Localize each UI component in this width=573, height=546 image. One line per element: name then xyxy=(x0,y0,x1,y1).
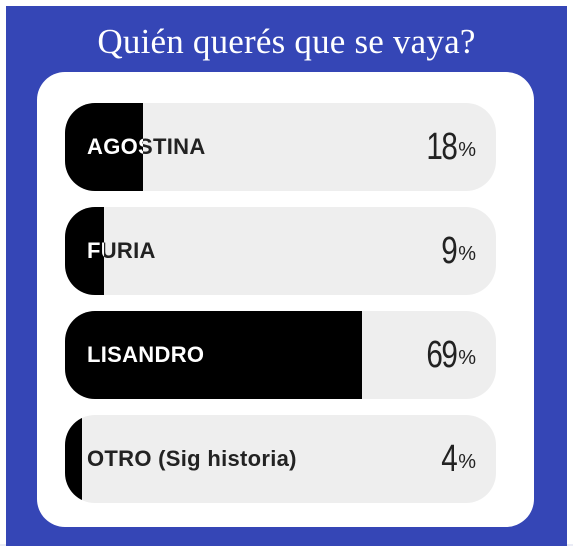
poll-option-fill xyxy=(65,103,143,191)
percent-sign: % xyxy=(458,347,476,369)
poll-option-lisandro[interactable]: LISANDRO LISANDRO 69% xyxy=(65,311,496,399)
poll-option-fill xyxy=(65,311,363,399)
percent-value: 69 xyxy=(426,334,457,376)
percent-value: 9 xyxy=(441,230,458,272)
poll-option-agostina[interactable]: AGOSTINA AGOSTINA 18% xyxy=(65,103,496,191)
percent-sign: % xyxy=(458,139,476,161)
poll-option-fill xyxy=(65,415,83,503)
poll-option-label-overlay: AGOSTINA xyxy=(65,103,143,191)
poll-option-percent: 18% xyxy=(418,103,476,191)
poll-option-furia[interactable]: FURIA FURIA 9% xyxy=(65,207,496,295)
poll-option-label: OTRO (Sig historia) xyxy=(87,446,297,471)
poll-option-label-inverted: LISANDRO xyxy=(87,342,205,367)
poll-option-otro[interactable]: OTRO (Sig historia) OTRO (Sig historia) … xyxy=(65,415,496,503)
poll-option-label-inverted: FURIA xyxy=(87,238,104,263)
percent-value: 18 xyxy=(426,126,457,168)
percent-sign: % xyxy=(458,451,476,473)
poll-option-fill xyxy=(65,207,104,295)
poll-sticker: Quién querés que se vaya? AGOSTINA AGOST… xyxy=(6,6,567,546)
poll-option-label-overlay: FURIA xyxy=(65,207,104,295)
poll-option-percent: 69% xyxy=(418,311,476,399)
percent-sign: % xyxy=(458,243,476,265)
poll-option-label-overlay: LISANDRO xyxy=(65,311,362,399)
poll-option-percent: 9% xyxy=(437,207,476,295)
poll-option-label-inverted: AGOSTINA xyxy=(87,134,143,159)
poll-options-card: AGOSTINA AGOSTINA 18% FURIA FURIA 9% xyxy=(37,72,534,527)
poll-question: Quién querés que se vaya? xyxy=(97,22,476,61)
poll-option-percent: 4% xyxy=(437,415,476,503)
poll-option-label-overlay: OTRO (Sig historia) xyxy=(65,415,82,503)
percent-value: 4 xyxy=(441,438,458,480)
